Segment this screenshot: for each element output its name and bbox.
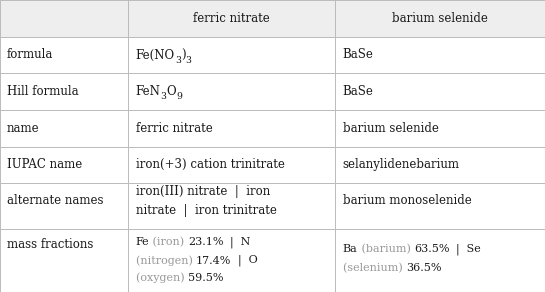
- Text: ferric nitrate: ferric nitrate: [193, 12, 270, 25]
- Text: (selenium): (selenium): [343, 263, 406, 273]
- Bar: [0, 37, 128, 73]
- Bar: [128, 0, 335, 37]
- Text: BaSe: BaSe: [343, 85, 374, 98]
- Bar: [128, 147, 335, 183]
- Text: Hill formula: Hill formula: [7, 85, 78, 98]
- Text: IUPAC name: IUPAC name: [7, 159, 82, 171]
- Text: Fe: Fe: [136, 237, 149, 247]
- Text: (iron): (iron): [149, 237, 188, 247]
- Text: |  N: | N: [223, 236, 251, 248]
- Text: barium monoselenide: barium monoselenide: [343, 194, 471, 207]
- Text: O: O: [166, 85, 176, 98]
- Bar: [128, 73, 335, 110]
- Text: 59.5%: 59.5%: [188, 273, 223, 283]
- Bar: [335, 37, 545, 73]
- Bar: [0, 110, 128, 147]
- Bar: [335, 147, 545, 183]
- Text: Fe(NO: Fe(NO: [136, 48, 175, 62]
- Text: name: name: [7, 122, 39, 135]
- Bar: [0, 183, 128, 229]
- Bar: [0, 229, 128, 292]
- Text: selanylidenebarium: selanylidenebarium: [343, 159, 460, 171]
- Text: (nitrogen): (nitrogen): [136, 255, 196, 266]
- Text: (oxygen): (oxygen): [136, 273, 188, 284]
- Text: ferric nitrate: ferric nitrate: [136, 122, 213, 135]
- Text: 3: 3: [185, 56, 191, 65]
- Bar: [335, 0, 545, 37]
- Bar: [128, 37, 335, 73]
- Text: iron(+3) cation trinitrate: iron(+3) cation trinitrate: [136, 159, 284, 171]
- Text: FeN: FeN: [136, 85, 161, 98]
- Text: ): ): [181, 48, 185, 62]
- Text: BaSe: BaSe: [343, 48, 374, 62]
- Text: Ba: Ba: [343, 244, 358, 254]
- Bar: [128, 229, 335, 292]
- Text: barium selenide: barium selenide: [343, 122, 439, 135]
- Text: alternate names: alternate names: [7, 194, 103, 207]
- Text: 23.1%: 23.1%: [188, 237, 223, 247]
- Text: 9: 9: [176, 92, 182, 101]
- Text: 3: 3: [175, 56, 181, 65]
- Bar: [335, 229, 545, 292]
- Text: mass fractions: mass fractions: [7, 239, 93, 251]
- Text: (barium): (barium): [358, 244, 414, 255]
- Text: 36.5%: 36.5%: [406, 263, 441, 273]
- Bar: [335, 183, 545, 229]
- Text: |  Se: | Se: [450, 244, 481, 255]
- Text: 63.5%: 63.5%: [414, 244, 450, 254]
- Bar: [128, 183, 335, 229]
- Text: barium selenide: barium selenide: [392, 12, 488, 25]
- Text: |  O: | O: [232, 255, 258, 266]
- Bar: [0, 73, 128, 110]
- Text: 17.4%: 17.4%: [196, 256, 232, 266]
- Text: iron(III) nitrate  |  iron
nitrate  |  iron trinitrate: iron(III) nitrate | iron nitrate | iron …: [136, 185, 276, 217]
- Bar: [0, 0, 128, 37]
- Bar: [335, 110, 545, 147]
- Bar: [335, 73, 545, 110]
- Bar: [0, 147, 128, 183]
- Text: 3: 3: [161, 92, 166, 101]
- Text: formula: formula: [7, 48, 53, 62]
- Bar: [128, 110, 335, 147]
